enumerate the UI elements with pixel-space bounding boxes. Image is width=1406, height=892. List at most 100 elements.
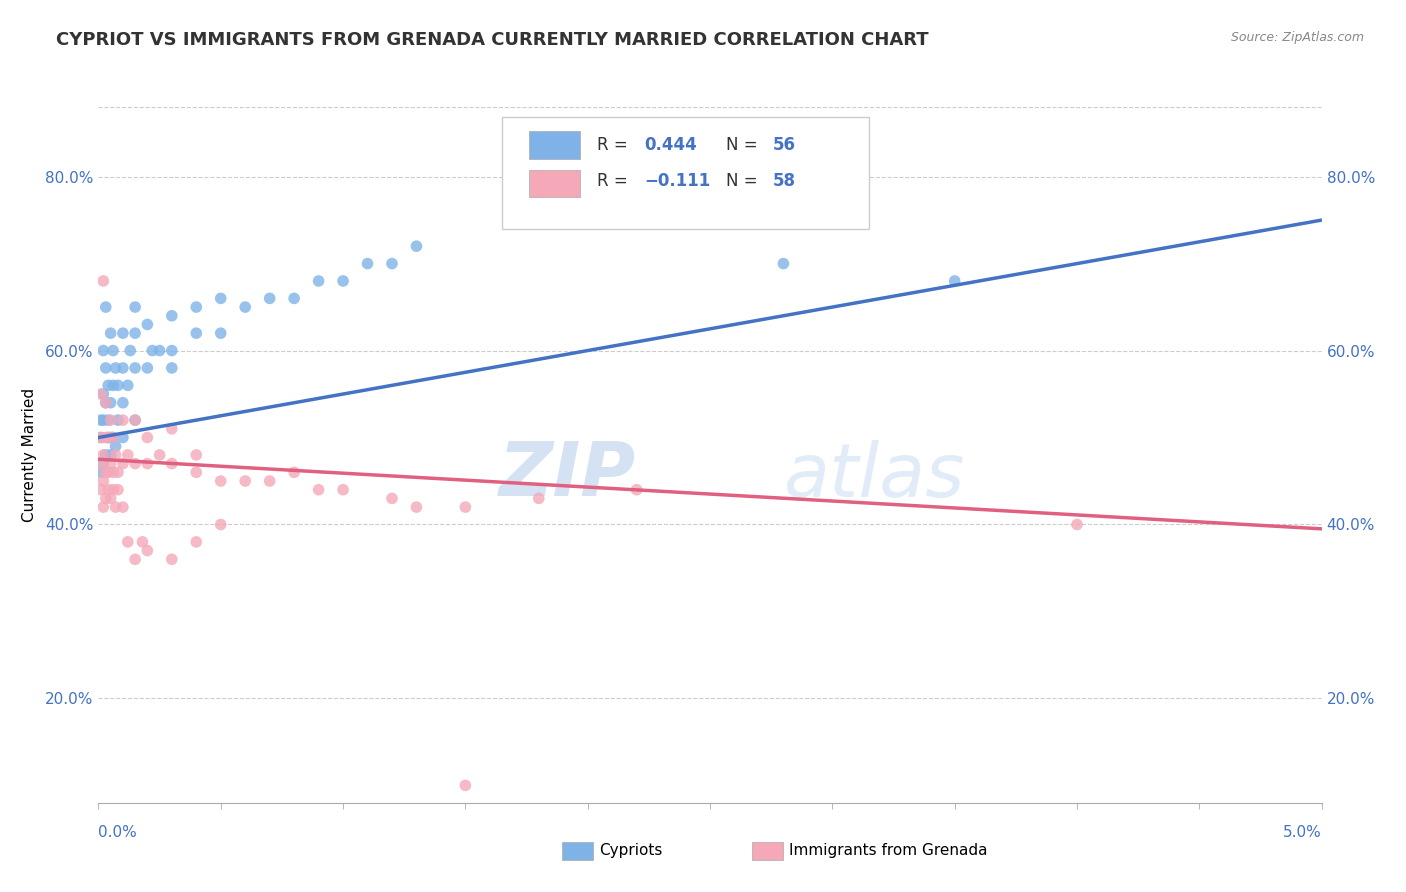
Point [94, 491, 117, 506]
Bar [529, 169, 581, 197]
Text: 58: 58 [772, 172, 796, 191]
Point [356, 257, 378, 271]
Point [160, 422, 183, 436]
Point [90, 387, 112, 401]
Point [117, 534, 139, 549]
Point [160, 309, 183, 323]
Point [233, 474, 256, 488]
Point [97, 483, 120, 497]
Point [91, 500, 114, 514]
Point [381, 491, 404, 506]
Point [136, 318, 159, 332]
Point [94, 395, 117, 409]
Point [111, 326, 134, 340]
Point [117, 448, 139, 462]
Point [160, 343, 183, 358]
Point [100, 326, 122, 340]
Text: R =: R = [598, 172, 634, 191]
Point [100, 430, 122, 444]
Point [308, 274, 330, 288]
Point [91, 474, 114, 488]
Point [90, 430, 112, 444]
Point [100, 448, 122, 462]
Point [90, 413, 112, 427]
Point [101, 483, 124, 497]
Point [136, 543, 159, 558]
Point [94, 466, 117, 480]
Point [124, 552, 146, 566]
Point [149, 448, 172, 462]
Point [124, 457, 146, 471]
Point [107, 483, 129, 497]
Point [120, 343, 142, 358]
Text: −0.111: −0.111 [644, 172, 710, 191]
Point [101, 466, 124, 480]
Point [91, 457, 114, 471]
Point [94, 448, 117, 462]
Point [107, 413, 129, 427]
Point [91, 274, 114, 288]
Point [209, 517, 232, 532]
Point [131, 534, 153, 549]
Point [91, 448, 114, 462]
Point [104, 500, 127, 514]
Point [283, 291, 305, 305]
Point [186, 534, 208, 549]
Text: Cypriots: Cypriots [599, 844, 662, 858]
Point [97, 430, 120, 444]
Point [94, 395, 117, 409]
Point [111, 395, 134, 409]
Text: CYPRIOT VS IMMIGRANTS FROM GRENADA CURRENTLY MARRIED CORRELATION CHART: CYPRIOT VS IMMIGRANTS FROM GRENADA CURRE… [56, 31, 929, 49]
Point [94, 430, 117, 444]
Point [209, 291, 232, 305]
Point [454, 778, 477, 792]
Point [186, 448, 208, 462]
Point [160, 457, 183, 471]
Point [97, 430, 120, 444]
Bar [529, 131, 581, 159]
Point [104, 361, 127, 376]
Point [107, 466, 129, 480]
Text: atlas: atlas [783, 440, 965, 512]
Point [111, 361, 134, 376]
Point [527, 491, 550, 506]
Point [117, 378, 139, 392]
Point [233, 300, 256, 314]
Point [209, 474, 232, 488]
Text: 0.444: 0.444 [644, 136, 697, 154]
Point [186, 300, 208, 314]
Point [94, 300, 117, 314]
Point [97, 413, 120, 427]
Text: Immigrants from Grenada: Immigrants from Grenada [789, 844, 987, 858]
Point [97, 378, 120, 392]
Point [90, 483, 112, 497]
Point [111, 413, 134, 427]
Text: 0.0%: 0.0% [98, 825, 138, 840]
Point [100, 395, 122, 409]
Point [107, 378, 129, 392]
Point [101, 343, 124, 358]
Point [381, 257, 404, 271]
Point [104, 448, 127, 462]
Point [100, 413, 122, 427]
Point [124, 300, 146, 314]
Point [94, 361, 117, 376]
Point [454, 500, 477, 514]
Point [90, 430, 112, 444]
Point [259, 474, 281, 488]
Point [160, 361, 183, 376]
Point [90, 457, 112, 471]
Point [141, 343, 163, 358]
Text: N =: N = [725, 136, 763, 154]
Point [1066, 517, 1088, 532]
Point [124, 326, 146, 340]
Point [111, 500, 134, 514]
Point [111, 430, 134, 444]
Point [111, 457, 134, 471]
Point [405, 500, 427, 514]
Point [209, 326, 232, 340]
Point [259, 291, 281, 305]
FancyBboxPatch shape [502, 118, 869, 229]
Point [308, 483, 330, 497]
Point [101, 378, 124, 392]
